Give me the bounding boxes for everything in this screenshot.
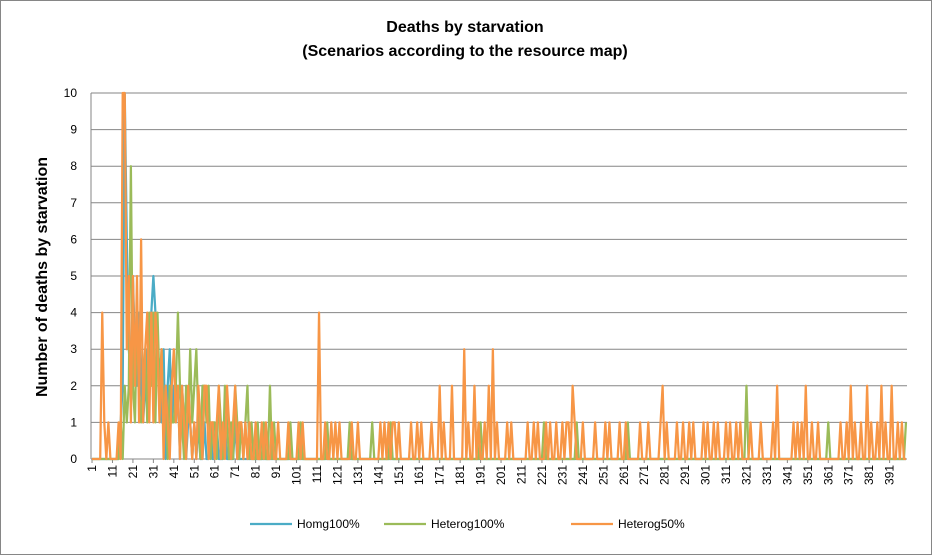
x-tick-label: 291: [678, 465, 692, 485]
x-tick-label: 341: [780, 465, 794, 485]
chart-title: Deaths by starvation: [386, 19, 543, 36]
chart-subtitle: (Scenarios according to the resource map…: [302, 43, 627, 60]
x-tick-label: 241: [576, 465, 590, 485]
x-tick-label: 1: [85, 465, 99, 472]
x-tick-label: 11: [105, 465, 119, 478]
y-tick-label: 4: [70, 306, 77, 320]
x-tick-label: 131: [351, 465, 365, 485]
x-tick-label: 211: [514, 465, 528, 484]
x-tick-label: 331: [760, 465, 774, 485]
legend-label: Heterog50%: [618, 517, 685, 531]
x-tick-label: 221: [535, 465, 549, 485]
x-tick-label: 101: [290, 465, 304, 485]
y-tick-label: 0: [70, 452, 77, 466]
x-tick-label: 161: [412, 465, 426, 485]
x-tick-label: 71: [228, 465, 242, 479]
x-tick-label: 321: [739, 465, 753, 485]
x-tick-label: 151: [392, 465, 406, 485]
x-tick-label: 251: [596, 465, 610, 485]
x-tick-label: 41: [167, 465, 181, 479]
series-line: [92, 91, 906, 461]
x-tick-label: 61: [208, 465, 222, 479]
x-tick-label: 361: [821, 465, 835, 485]
x-tick-label: 141: [371, 465, 385, 485]
x-tick-label: 391: [883, 465, 897, 485]
legend-label: Heterog100%: [431, 517, 505, 531]
x-tick-label: 91: [269, 465, 283, 479]
x-tick-label: 121: [330, 465, 344, 485]
y-axis-label: Number of deaths by starvation: [34, 157, 51, 397]
y-tick-label: 5: [70, 269, 77, 283]
x-tick-label: 301: [699, 465, 713, 485]
x-tick-label: 171: [433, 465, 447, 485]
x-tick-label: 371: [842, 465, 856, 485]
x-tick-label: 381: [862, 465, 876, 485]
y-tick-label: 6: [70, 232, 77, 246]
y-tick-label: 7: [70, 196, 77, 210]
legend-label: Homg100%: [297, 517, 360, 531]
x-tick-label: 111: [310, 465, 324, 484]
y-tick-label: 9: [70, 123, 77, 137]
x-tick-label: 181: [453, 465, 467, 485]
x-tick-label: 231: [555, 465, 569, 485]
y-tick-label: 8: [70, 159, 77, 173]
x-tick-label: 271: [637, 465, 651, 485]
x-tick-label: 281: [658, 465, 672, 485]
x-tick-label: 261: [617, 465, 631, 485]
y-tick-label: 3: [70, 342, 77, 356]
x-tick-label: 201: [494, 465, 508, 485]
y-tick-label: 1: [70, 415, 77, 429]
x-tick-label: 351: [801, 465, 815, 485]
x-tick-label: 31: [146, 465, 160, 479]
x-tick-label: 311: [719, 465, 733, 484]
x-tick-label: 81: [249, 465, 263, 479]
x-tick-label: 51: [187, 465, 201, 479]
x-tick-label: 21: [126, 465, 140, 479]
y-tick-label: 10: [64, 86, 78, 100]
y-tick-label: 2: [70, 379, 77, 393]
x-tick-label: 191: [474, 465, 488, 485]
